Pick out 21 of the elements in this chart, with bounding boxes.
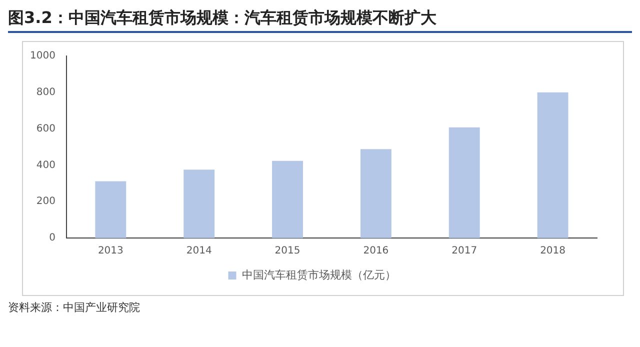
bar	[272, 160, 303, 238]
bar	[95, 181, 126, 238]
y-tick-label: 1000	[30, 50, 56, 62]
x-tick-label: 2017	[452, 246, 478, 257]
x-tick-label: 2015	[274, 246, 300, 257]
bar	[184, 170, 215, 238]
chart-title: 图3.2：中国汽车租赁市场规模：汽车租赁市场规模不断扩大	[8, 8, 632, 33]
bar	[360, 149, 392, 238]
y-tick-label: 800	[36, 86, 56, 98]
y-tick-label: 600	[36, 123, 56, 134]
y-tick-label: 400	[36, 160, 56, 171]
x-tick-label: 2013	[98, 246, 124, 257]
x-tick-label: 2018	[540, 246, 566, 257]
y-tick-label: 0	[49, 232, 56, 244]
bar	[448, 127, 480, 238]
legend-label: 中国汽车租赁市场规模（亿元）	[242, 268, 396, 282]
text: 资料来源：中国产业研究院	[8, 300, 141, 315]
bar	[537, 92, 568, 238]
x-tick-label: 2014	[186, 246, 212, 257]
x-tick-label: 2016	[363, 246, 389, 257]
y-tick-label: 200	[36, 196, 56, 208]
